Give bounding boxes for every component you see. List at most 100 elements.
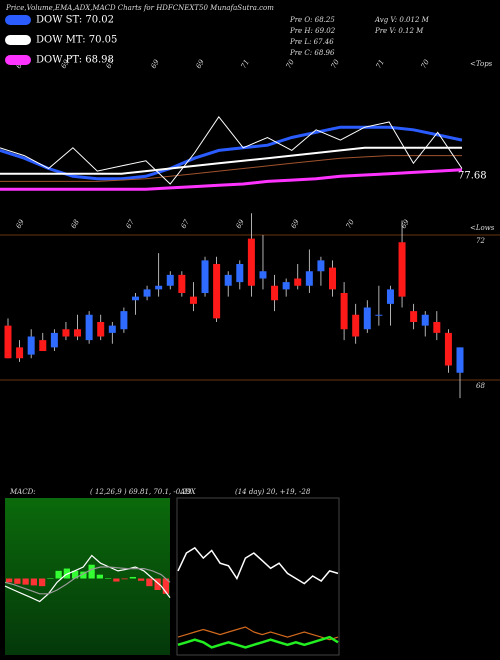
chart-title: Price,Volume,EMA,ADX,MACD Charts for HDF… bbox=[5, 4, 274, 12]
candle-body bbox=[456, 347, 464, 373]
candle-body bbox=[410, 311, 418, 322]
stat: Pre H: 69.02 bbox=[289, 27, 336, 35]
series-line bbox=[0, 125, 463, 181]
candle-body bbox=[74, 329, 82, 337]
candle-body bbox=[375, 314, 383, 316]
series-line bbox=[0, 115, 463, 185]
stat: Pre C: 68.96 bbox=[289, 49, 335, 57]
candle-body bbox=[352, 314, 360, 337]
histogram-bar bbox=[63, 568, 70, 579]
panel-tag: <Lows bbox=[470, 224, 495, 232]
candle-body bbox=[224, 274, 232, 286]
panel-label: ADX bbox=[179, 488, 197, 496]
candle-body bbox=[201, 260, 209, 293]
top-value: 71 bbox=[240, 58, 251, 70]
histogram-bar bbox=[39, 578, 46, 587]
candle-body bbox=[236, 264, 244, 283]
series-line bbox=[177, 546, 339, 585]
candle-body bbox=[50, 332, 58, 348]
candle-body bbox=[305, 271, 313, 286]
candle-body bbox=[421, 314, 429, 326]
top-value: 70 bbox=[285, 58, 297, 70]
y-tick-label: 68 bbox=[476, 382, 485, 390]
y-tick-label: 72 bbox=[476, 237, 485, 245]
histogram-bar bbox=[14, 578, 21, 584]
top-value: 69 bbox=[15, 218, 27, 230]
panel-params: (14 day) 20, +19, -28 bbox=[235, 488, 311, 496]
legend-swatch bbox=[5, 55, 31, 65]
candle-body bbox=[294, 278, 302, 286]
candle-body bbox=[62, 329, 70, 337]
series-line bbox=[0, 146, 462, 175]
panel-tag: <Tops bbox=[470, 60, 493, 68]
top-value: 67 bbox=[125, 218, 137, 230]
candle-body bbox=[317, 260, 325, 272]
stat: Pre O: 68.25 bbox=[289, 16, 335, 24]
candle-body bbox=[189, 296, 197, 304]
candle-body bbox=[85, 314, 93, 341]
candle-body bbox=[386, 289, 394, 304]
histogram-bar bbox=[162, 578, 169, 594]
histogram-bar bbox=[96, 574, 103, 579]
histogram-bar bbox=[138, 578, 145, 581]
histogram-bar bbox=[121, 578, 128, 580]
histogram-bar bbox=[88, 564, 95, 579]
series-line bbox=[177, 626, 339, 641]
histogram-bar bbox=[6, 578, 13, 583]
histogram-bar bbox=[113, 578, 120, 582]
histogram-bar bbox=[22, 578, 29, 585]
candle-body bbox=[178, 274, 186, 293]
histogram-bar bbox=[72, 570, 79, 579]
top-value: 70 bbox=[330, 58, 342, 70]
top-value: 70 bbox=[420, 58, 432, 70]
annotation: 77.68 bbox=[458, 171, 487, 182]
top-value: 69 bbox=[60, 58, 72, 70]
candle-body bbox=[143, 289, 151, 297]
legend-label: DOW ST: 70.02 bbox=[36, 15, 114, 26]
top-value: 70 bbox=[345, 218, 357, 230]
top-value: 69 bbox=[195, 58, 207, 70]
stat: Pre V: 0.12 M bbox=[374, 27, 424, 35]
candle-body bbox=[444, 332, 452, 366]
candle-body bbox=[329, 267, 337, 290]
series-line bbox=[177, 635, 339, 649]
candle-body bbox=[108, 325, 116, 333]
candle-body bbox=[166, 274, 174, 286]
candle-body bbox=[120, 311, 128, 330]
top-value: 67 bbox=[180, 218, 192, 230]
panel-params: ( 12,26,9 ) 69.81, 70.1, -0.29 bbox=[90, 488, 192, 496]
histogram-bar bbox=[30, 578, 37, 586]
histogram-bar bbox=[129, 576, 136, 579]
candle-body bbox=[131, 296, 139, 301]
candle-body bbox=[155, 285, 163, 290]
candle-body bbox=[4, 325, 12, 359]
stat: Avg V: 0.012 M bbox=[374, 16, 430, 24]
series-line bbox=[0, 168, 463, 191]
histogram-bar bbox=[146, 578, 153, 587]
histogram-bar bbox=[55, 570, 62, 579]
candle-body bbox=[363, 307, 371, 330]
candle-body bbox=[213, 264, 221, 319]
top-value: 69 bbox=[235, 218, 247, 230]
histogram-bar bbox=[105, 578, 112, 579]
macd-panel bbox=[5, 498, 170, 655]
series-line bbox=[0, 155, 462, 182]
legend-swatch bbox=[5, 15, 31, 25]
legend-label: DOW MT: 70.05 bbox=[36, 35, 117, 46]
candle-body bbox=[433, 322, 441, 333]
series-line bbox=[4, 566, 171, 595]
panel-label: MACD: bbox=[9, 488, 36, 496]
histogram-bar bbox=[47, 578, 54, 579]
candle-body bbox=[247, 238, 255, 286]
candle-body bbox=[340, 293, 348, 330]
legend-swatch bbox=[5, 35, 31, 45]
top-value: 69 bbox=[400, 218, 412, 230]
candle-body bbox=[97, 322, 105, 337]
candle-body bbox=[27, 336, 35, 355]
histogram-bar bbox=[80, 571, 87, 579]
candle-body bbox=[282, 282, 290, 290]
candle-body bbox=[39, 340, 47, 351]
top-value: 69 bbox=[290, 218, 302, 230]
candle-body bbox=[16, 347, 24, 359]
